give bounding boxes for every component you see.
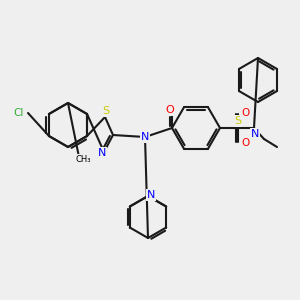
Text: CH₃: CH₃ (75, 154, 91, 164)
Text: N: N (141, 132, 149, 142)
Text: Cl: Cl (14, 108, 24, 118)
Text: N: N (98, 148, 106, 158)
Text: O: O (166, 105, 174, 115)
Text: O: O (241, 108, 249, 118)
Text: S: S (234, 116, 242, 126)
Text: N: N (251, 129, 259, 139)
Text: N: N (147, 190, 155, 200)
Text: O: O (241, 138, 249, 148)
Text: S: S (102, 106, 110, 116)
